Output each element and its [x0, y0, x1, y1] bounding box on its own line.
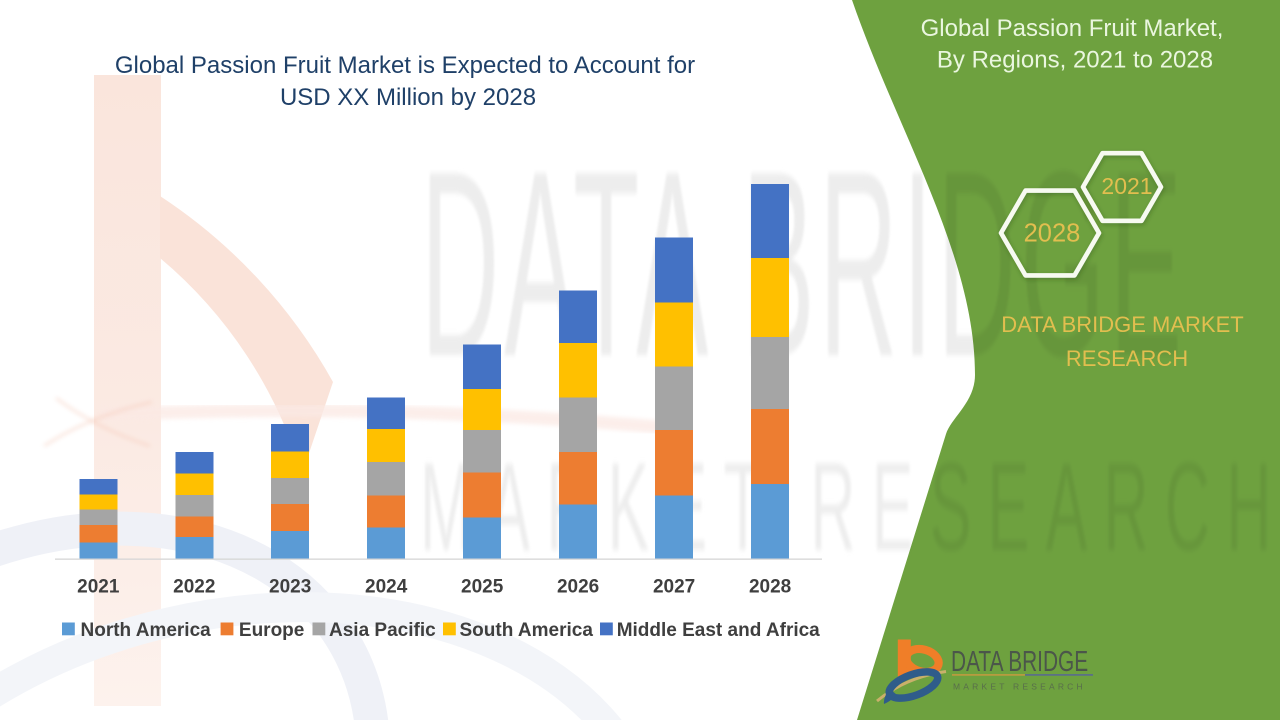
svg-text:2025: 2025 — [461, 577, 504, 598]
svg-text:Asia Pacific: Asia Pacific — [329, 620, 436, 641]
svg-text:DATA BRIDGE MARKET: DATA BRIDGE MARKET — [1001, 312, 1243, 337]
svg-text:MARKET RESEARCH: MARKET RESEARCH — [420, 437, 1280, 576]
svg-text:South America: South America — [460, 620, 594, 641]
svg-text:Global Passion Fruit Market,: Global Passion Fruit Market, — [921, 15, 1224, 42]
svg-text:2026: 2026 — [557, 577, 599, 598]
svg-text:2023: 2023 — [269, 577, 311, 598]
svg-text:Europe: Europe — [239, 620, 304, 641]
svg-text:2021: 2021 — [1101, 173, 1152, 199]
svg-text:MARKET RESEARCH: MARKET RESEARCH — [953, 682, 1086, 692]
svg-text:RESEARCH: RESEARCH — [1066, 346, 1188, 371]
svg-text:Global Passion Fruit Market is: Global Passion Fruit Market is Expected … — [115, 52, 695, 79]
svg-text:Middle East and Africa: Middle East and Africa — [617, 620, 820, 641]
svg-text:2027: 2027 — [653, 577, 695, 598]
svg-text:By Regions, 2021 to 2028: By Regions, 2021 to 2028 — [937, 47, 1213, 74]
svg-text:North America: North America — [81, 620, 212, 641]
svg-text:DATA BRIDGE: DATA BRIDGE — [421, 116, 1187, 412]
svg-text:2021: 2021 — [77, 577, 120, 598]
svg-text:2028: 2028 — [1024, 220, 1081, 248]
svg-text:2028: 2028 — [749, 577, 791, 598]
svg-text:DATA BRIDGE: DATA BRIDGE — [951, 646, 1088, 678]
svg-text:2022: 2022 — [173, 577, 215, 598]
svg-text:USD XX Million by 2028: USD XX Million by 2028 — [280, 84, 536, 111]
svg-text:2024: 2024 — [365, 577, 408, 598]
